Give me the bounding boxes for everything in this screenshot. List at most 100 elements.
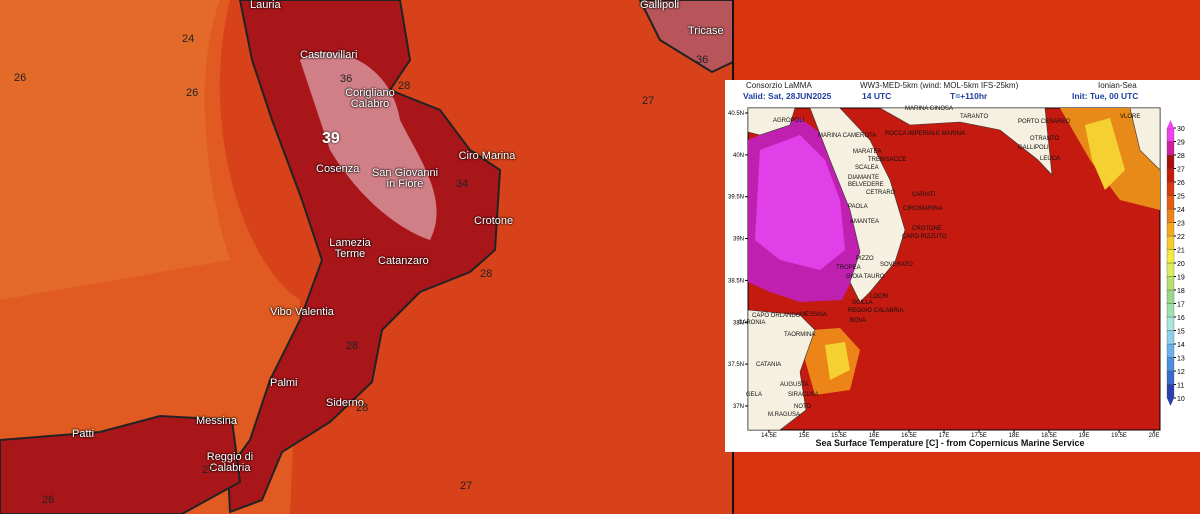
colorbar-label: 15 <box>1177 329 1185 336</box>
place-label: GALLIPOLI <box>1018 145 1049 151</box>
place-label: CARIATI <box>912 192 936 198</box>
place-label: SIRACUSA <box>788 392 819 398</box>
place-label: PAOLA <box>848 204 868 210</box>
header-init: Init: Tue, 00 UTC <box>1072 91 1138 101</box>
place-label: Lamezia Terme <box>329 237 371 260</box>
place-label: Castrovillari <box>300 49 358 61</box>
place-label: Ciro Marina <box>458 150 516 162</box>
place-label: MARINA CAMEROTA <box>818 133 877 139</box>
place-label: Siderno <box>326 397 364 409</box>
salento-land <box>638 0 734 74</box>
place-label: SCALEA <box>855 165 879 171</box>
contour-label: 28 <box>480 268 493 280</box>
cool-core <box>1085 118 1125 190</box>
lat-label: 39.5N <box>728 195 744 201</box>
lon-label: 17E <box>939 433 950 439</box>
place-label: GIOIA TAURO <box>846 274 885 280</box>
colorbar-label: 28 <box>1177 153 1185 160</box>
place-label: CARONIA <box>738 320 766 326</box>
campania <box>747 107 796 136</box>
albania <box>1129 107 1161 171</box>
colorbar-label: 22 <box>1177 234 1185 241</box>
colorbar-bin <box>1166 316 1175 331</box>
colorbar-bin <box>1166 370 1175 385</box>
colorbar-bin <box>1166 154 1175 169</box>
place-label: MARINA GINOSA <box>905 106 954 112</box>
place-label: TROPEA <box>836 265 861 271</box>
sicily-land <box>0 414 242 514</box>
sicily <box>747 309 816 431</box>
colorbar-bin <box>1166 208 1175 223</box>
place-label: OTRANTO <box>1030 136 1060 142</box>
lon-label: 19.5E <box>1111 433 1127 439</box>
place-label: CAPO ORLANDO <box>752 313 801 319</box>
lat-label: 40N <box>733 153 744 159</box>
place-label: San Giovanni in Fiore <box>371 167 439 190</box>
colorbar-label: 30 <box>1177 126 1185 133</box>
sst-plot <box>747 107 1161 431</box>
colorbar-bin <box>1166 168 1175 183</box>
place-label: BOVA <box>850 318 867 324</box>
place-label: DIAMANTE <box>848 175 880 181</box>
place-label: GELA <box>746 392 763 398</box>
colorbar-label: 19 <box>1177 275 1185 282</box>
place-label: AUGUSTA <box>780 382 809 388</box>
calabria-land <box>226 0 502 514</box>
place-label: Corigliano Calabro <box>345 87 395 110</box>
lon-label: 18.5E <box>1041 433 1057 439</box>
colorbar-bin <box>1166 195 1175 210</box>
place-label: Messina <box>196 415 237 427</box>
lon-label: 16.5E <box>901 433 917 439</box>
colorbar-bin <box>1166 276 1175 291</box>
place-label: Catanzaro <box>378 255 429 267</box>
lat-label: 37N <box>733 404 744 410</box>
place-label: Reggio di Calabria <box>206 451 254 474</box>
lon-label: 15E <box>799 433 810 439</box>
colorbar-bin <box>1166 235 1175 250</box>
place-label: PORTO CESAREO <box>1018 119 1071 125</box>
place-label: Crotone <box>474 215 514 227</box>
place-label: AGROPOLI <box>773 118 805 124</box>
colorbar-bin <box>1166 127 1175 142</box>
header-hour: 14 UTC <box>862 91 891 101</box>
calabria <box>809 107 906 303</box>
place-label: AMANTEA <box>850 219 880 225</box>
colorbar-label: 16 <box>1177 315 1185 322</box>
place-label: CIRO'MARINA <box>903 206 943 212</box>
colorbar-label: 23 <box>1177 221 1185 228</box>
cool-strait-core <box>825 342 850 380</box>
colorbar-label: 20 <box>1177 261 1185 268</box>
place-label: MARATEA <box>853 149 882 155</box>
place-label: NOTO <box>794 404 812 410</box>
colorbar-bin <box>1166 222 1175 237</box>
place-label: ROCCA IMPERIALE MARINA <box>885 131 966 137</box>
lon-label: 20E <box>1149 433 1160 439</box>
colorbar-bin <box>1166 289 1175 304</box>
colorbar-low-arrow <box>1167 398 1174 406</box>
place-label: Palmi <box>270 377 298 389</box>
colorbar-label: 21 <box>1177 248 1185 255</box>
lon-label: 15.5E <box>831 433 847 439</box>
header-lead: T=+110hr <box>950 91 988 101</box>
place-label: MESSINA <box>800 312 828 318</box>
left-sea-far <box>0 0 230 300</box>
place-label: REGGIO CALABRIA <box>848 308 904 314</box>
lon-label: 17.5E <box>971 433 987 439</box>
contour-label: 36 <box>340 73 353 85</box>
colorbar-bin <box>1166 181 1175 196</box>
colorbar-label: 29 <box>1177 140 1185 147</box>
lat-label: 37.5N <box>728 362 744 368</box>
header-source: Consorzio LaMMA <box>746 81 812 90</box>
colorbar-label: 13 <box>1177 356 1185 363</box>
place-label: LOCRI <box>870 294 889 300</box>
puglia <box>878 107 1053 176</box>
contour-label: 28 <box>346 340 359 352</box>
place-label: Tricase <box>688 25 724 37</box>
warm-core <box>755 135 845 270</box>
place-label: Vibo Valentia <box>270 306 334 318</box>
place-label: TARANTO <box>960 114 989 120</box>
place-label: LEUCA <box>1040 156 1061 162</box>
place-label: CATANIA <box>756 362 782 368</box>
lon-label: 16E <box>869 433 880 439</box>
